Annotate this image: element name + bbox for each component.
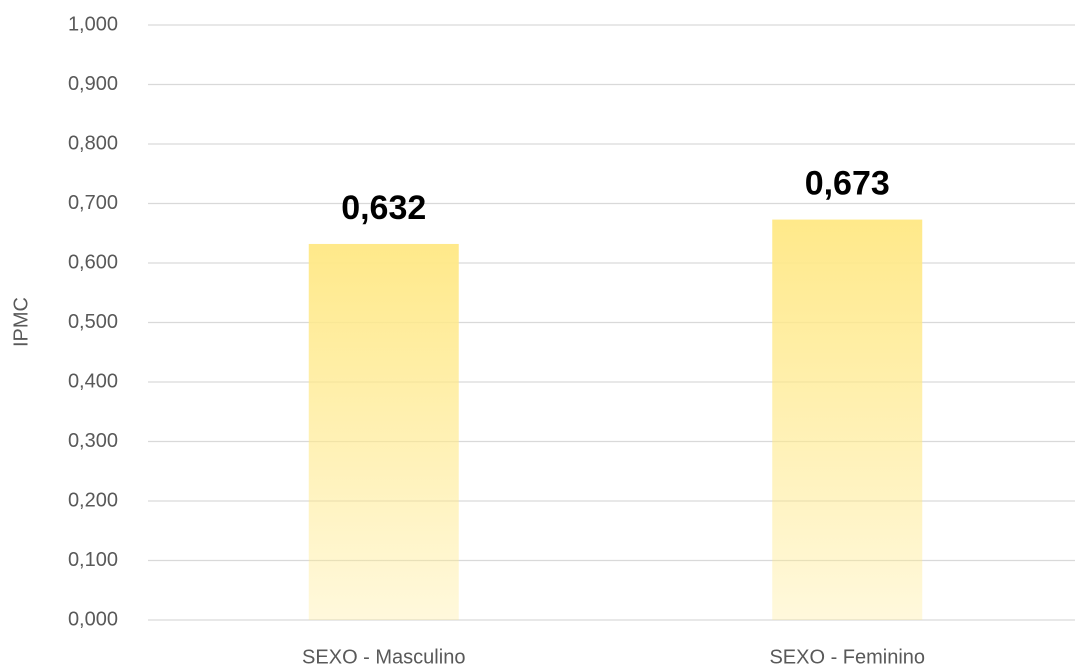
y-tick-label: 0,200 bbox=[68, 489, 118, 511]
y-tick-label: 0,300 bbox=[68, 430, 118, 452]
y-tick-label: 0,800 bbox=[68, 132, 118, 154]
y-axis-label: IPMC bbox=[10, 297, 32, 347]
y-tick-label: 0,600 bbox=[68, 251, 118, 273]
y-tick-label: 0,700 bbox=[68, 192, 118, 214]
y-tick-label: 0,400 bbox=[68, 370, 118, 392]
data-label: 0,673 bbox=[805, 165, 890, 203]
x-tick-label: SEXO - Feminino bbox=[769, 646, 925, 668]
bar bbox=[308, 243, 459, 620]
bar bbox=[772, 219, 923, 620]
y-tick-label: 0,900 bbox=[68, 73, 118, 95]
y-tick-label: 1,000 bbox=[68, 13, 118, 35]
y-tick-label: 0,000 bbox=[68, 608, 118, 630]
y-tick-label: 0,100 bbox=[68, 549, 118, 571]
x-tick-label: SEXO - Masculino bbox=[302, 646, 465, 668]
data-label: 0,632 bbox=[341, 189, 426, 227]
y-tick-label: 0,500 bbox=[68, 311, 118, 333]
